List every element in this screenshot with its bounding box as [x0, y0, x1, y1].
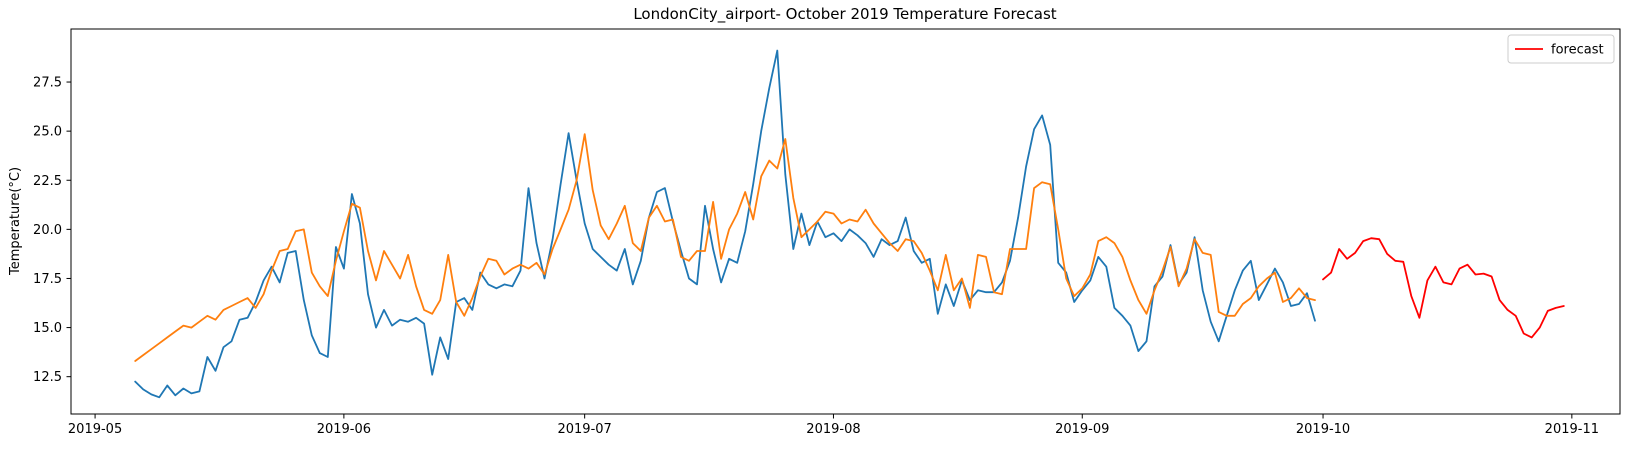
- series-line-unlabeled-orange-observed: [134, 133, 1316, 362]
- x-tick-label: 2019-08: [806, 422, 860, 437]
- plot-area: 2019-05 2019-06 2019-07 2019-08 2019-09 2019-…: [33, 49, 1599, 437]
- y-tick-label: 20.0: [33, 223, 62, 238]
- y-tick-label: 22.5: [33, 174, 62, 189]
- x-tick-label: 2019-05: [68, 422, 122, 437]
- x-tick-label: 2019-11: [1545, 422, 1599, 437]
- axes-frame: [70, 28, 1621, 415]
- legend: forecast: [1507, 34, 1615, 64]
- y-tick-label: 17.5: [33, 272, 62, 287]
- x-tick-label: 2019-06: [317, 422, 371, 437]
- legend-forecast-label: forecast: [1551, 43, 1604, 58]
- y-tick-label: 15.0: [33, 321, 62, 336]
- chart-title: LondonCity_airport- October 2019 Tempera…: [633, 5, 1056, 24]
- legend-frame: [1507, 34, 1615, 64]
- y-tick-label: 25.0: [33, 125, 62, 140]
- y-tick-label: 27.5: [33, 76, 62, 91]
- series-line-forecast: [1322, 237, 1565, 339]
- y-axis-label: Temperature(°C): [8, 167, 23, 276]
- x-tick-label: 2019-10: [1296, 422, 1350, 437]
- x-tick-label: 2019-07: [557, 422, 611, 437]
- series-line-unlabeled-blue-observed: [134, 49, 1316, 399]
- y-tick-label: 12.5: [33, 370, 62, 385]
- x-tick-label: 2019-09: [1055, 422, 1109, 437]
